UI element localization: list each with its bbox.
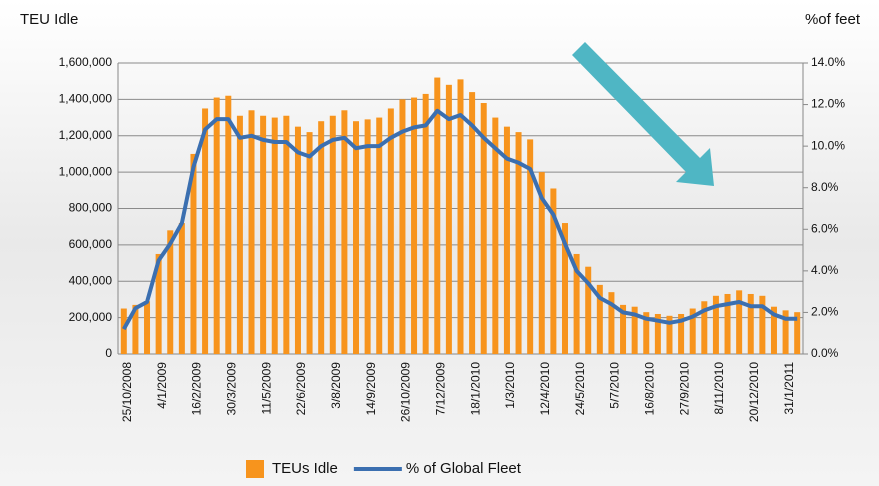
bar	[272, 118, 278, 354]
y2-tick-label: 8.0%	[811, 180, 839, 194]
bar	[283, 116, 289, 354]
bar	[365, 119, 371, 354]
legend-label: % of Global Fleet	[406, 460, 522, 477]
y-tick-label: 600,000	[69, 237, 113, 251]
bar	[307, 132, 313, 354]
y2-tick-label: 2.0%	[811, 305, 839, 319]
legend-swatch	[246, 460, 264, 478]
x-tick-label: 12/4/2010	[538, 362, 552, 416]
bar	[353, 121, 359, 354]
x-tick-label: 3/8/2009	[329, 362, 343, 409]
y-tick-label: 400,000	[69, 273, 113, 287]
bar	[249, 110, 255, 354]
y2-axis-title: %of feet	[805, 11, 861, 28]
bar	[341, 110, 347, 354]
bar	[121, 309, 127, 354]
y2-tick-label: 6.0%	[811, 221, 839, 235]
x-tick-label: 16/8/2010	[642, 362, 656, 416]
bar	[399, 99, 405, 354]
bar	[469, 92, 475, 354]
y2-tick-label: 14.0%	[811, 55, 845, 69]
y2-tick-label: 0.0%	[811, 346, 839, 360]
bar	[388, 108, 394, 354]
x-tick-label: 7/12/2009	[433, 362, 447, 416]
bar	[330, 116, 336, 354]
bar	[748, 294, 754, 354]
chart: TEU Idle %of feet 0 200,000 400,000 600,000…	[0, 0, 879, 486]
y-tick-label: 1,600,000	[59, 55, 113, 69]
x-tick-label: 16/2/2009	[190, 362, 204, 416]
y-axis-title: TEU Idle	[20, 11, 78, 28]
bar	[179, 223, 185, 354]
bar	[225, 96, 231, 354]
bar	[411, 98, 417, 354]
x-tick-label: 30/3/2009	[224, 362, 238, 416]
bar	[423, 94, 429, 354]
x-tick-label: 20/12/2010	[747, 362, 761, 422]
y-tick-label: 0	[105, 346, 112, 360]
x-tick-label: 24/5/2010	[573, 362, 587, 416]
bar	[446, 85, 452, 354]
x-tick-label: 25/10/2008	[120, 362, 134, 422]
bar	[492, 118, 498, 354]
bar	[434, 78, 440, 354]
x-tick-label: 22/6/2009	[294, 362, 308, 416]
bar	[318, 121, 324, 354]
x-tick-label: 1/3/2010	[503, 362, 517, 409]
x-tick-label: 26/10/2009	[399, 362, 413, 422]
bar	[260, 116, 266, 354]
y-tick-label: 1,200,000	[59, 128, 113, 142]
x-tick-label: 5/7/2010	[608, 362, 622, 409]
x-tick-label: 31/1/2011	[782, 362, 796, 415]
bar	[376, 118, 382, 354]
bar	[295, 127, 301, 354]
y-tick-label: 800,000	[69, 201, 113, 215]
x-tick-label: 27/9/2010	[677, 362, 691, 416]
legend-label: TEUs Idle	[272, 460, 338, 477]
bar	[458, 79, 464, 354]
x-tick-label: 14/9/2009	[364, 362, 378, 416]
y-tick-label: 1,400,000	[59, 92, 113, 106]
bar	[144, 301, 150, 354]
bar	[736, 290, 742, 354]
bar	[214, 98, 220, 354]
y2-tick-label: 4.0%	[811, 263, 839, 277]
x-tick-label: 4/1/2009	[155, 362, 169, 409]
y2-tick-label: 10.0%	[811, 138, 845, 152]
y2-tick-label: 12.0%	[811, 97, 845, 111]
bar	[237, 116, 243, 354]
x-tick-label: 18/1/2010	[468, 362, 482, 416]
y-tick-label: 1,000,000	[59, 164, 113, 178]
bar	[202, 108, 208, 354]
x-tick-label: 8/11/2010	[712, 362, 726, 415]
x-tick-label: 11/5/2009	[259, 362, 273, 415]
y-tick-label: 200,000	[69, 310, 113, 324]
